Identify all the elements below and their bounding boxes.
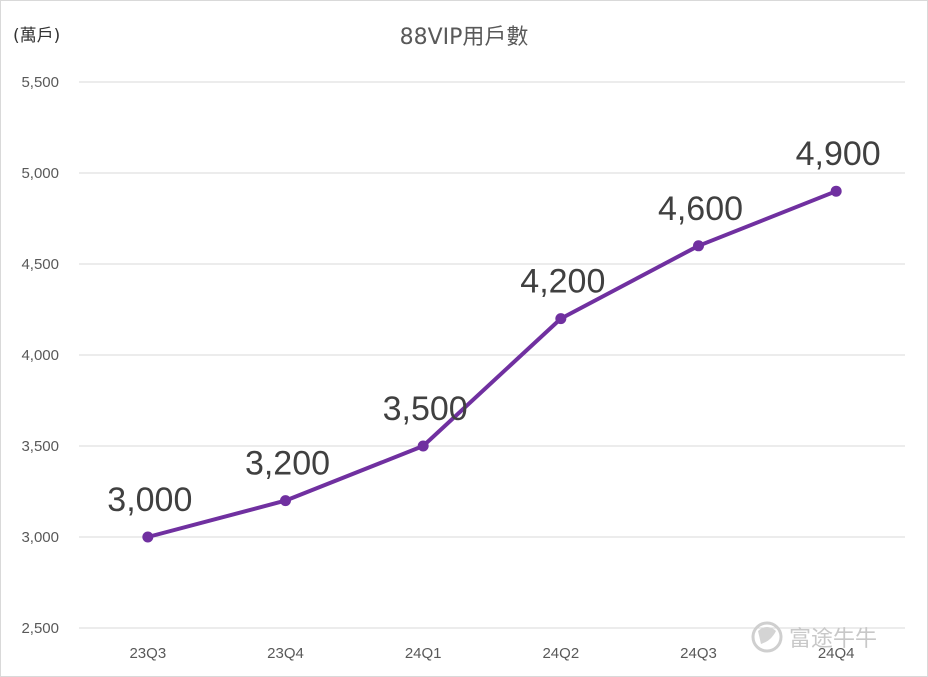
x-tick-label: 23Q3 [129, 645, 166, 662]
data-label: 3,200 [245, 445, 330, 483]
y-tick-label: 3,000 [21, 529, 59, 546]
x-tick-label: 24Q4 [818, 645, 855, 662]
y-tick-label: 5,000 [21, 165, 59, 182]
y-tick-label: 5,500 [21, 74, 59, 91]
x-axis-ticks: 23Q3 23Q4 24Q1 24Q2 24Q3 24Q4 [129, 645, 854, 662]
data-point [555, 313, 567, 325]
chart-title: 88VIP用戶數 [400, 25, 529, 50]
data-label: 3,500 [383, 390, 468, 428]
series-line-group [142, 185, 842, 543]
data-point [830, 185, 842, 197]
y-tick-label: 4,000 [21, 347, 59, 364]
data-label: 3,000 [107, 481, 192, 519]
data-label: 4,200 [520, 263, 605, 301]
x-tick-label: 24Q1 [405, 645, 442, 662]
data-point [280, 495, 291, 507]
y-axis-unit-label: (萬戶) [13, 26, 60, 46]
data-point [417, 440, 429, 452]
data-label: 4,600 [658, 190, 743, 228]
data-point [142, 531, 154, 543]
data-labels: 3,000 3,200 3,500 4,200 4,600 4,900 [107, 135, 880, 519]
watermark-text: 富途牛牛 [789, 627, 877, 652]
data-point [693, 240, 704, 252]
y-tick-label: 3,500 [21, 438, 59, 455]
series-line [147, 189, 837, 539]
x-tick-label: 23Q4 [267, 645, 304, 662]
y-axis-ticks: 2,500 3,000 3,500 4,000 4,500 5,000 5,500 [21, 74, 59, 637]
y-tick-label: 2,500 [21, 620, 59, 637]
x-tick-label: 24Q3 [680, 645, 717, 662]
futu-logo-icon [751, 621, 783, 653]
gridlines [79, 81, 905, 629]
y-tick-label: 4,500 [21, 256, 59, 273]
data-label: 4,900 [796, 135, 881, 173]
watermark: 富途牛牛 [751, 621, 877, 653]
x-tick-label: 24Q2 [542, 645, 579, 662]
